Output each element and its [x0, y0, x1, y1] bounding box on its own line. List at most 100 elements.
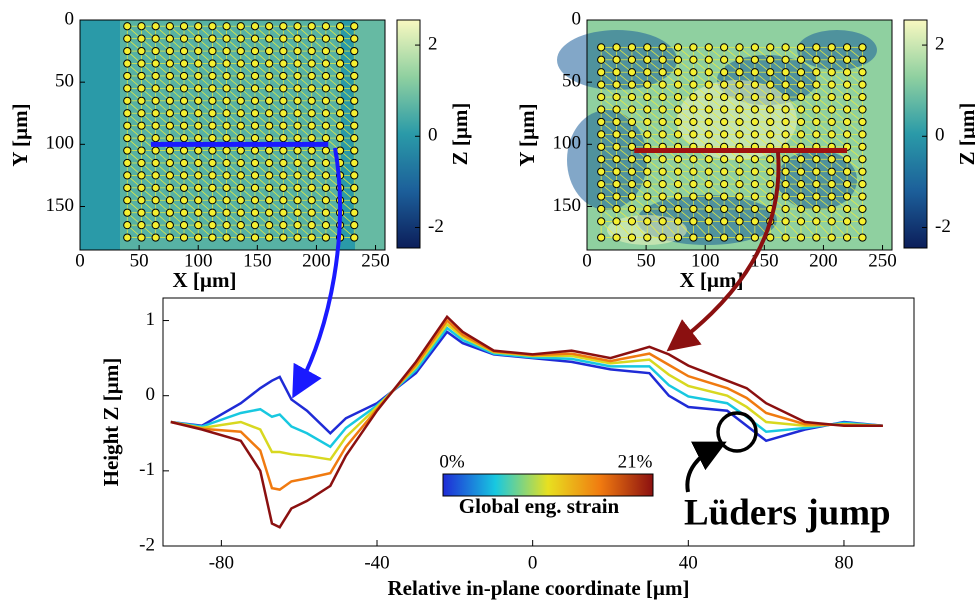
mesh-point [704, 55, 713, 64]
mesh-point [658, 180, 667, 189]
mesh-point [597, 117, 606, 127]
mesh-point [236, 183, 245, 192]
mesh-point [643, 80, 652, 89]
mesh-point [781, 233, 790, 242]
mesh-point [812, 167, 821, 176]
mesh-point [750, 55, 759, 64]
mesh-point [735, 68, 744, 77]
mesh-point [151, 221, 160, 230]
mesh-point [643, 117, 652, 127]
mesh-point [321, 208, 330, 217]
y-tick-label: 1 [146, 309, 156, 330]
mesh-point [704, 105, 713, 114]
mesh-point [627, 68, 637, 77]
mesh-point [179, 158, 189, 168]
mesh-point [279, 208, 288, 217]
mesh-point [279, 171, 288, 180]
mesh-point [735, 204, 744, 214]
mesh-point [658, 68, 667, 77]
mesh-point [750, 192, 759, 201]
mesh-point [612, 68, 621, 77]
mesh-point [250, 146, 260, 155]
mesh-point [796, 217, 806, 226]
mesh-point [151, 34, 160, 43]
mesh-point [673, 167, 683, 176]
mesh-point [307, 208, 316, 217]
mesh-point [612, 130, 621, 139]
mesh-point [165, 233, 174, 242]
mesh-point [750, 167, 759, 176]
mesh-point [250, 84, 260, 93]
mesh-point [250, 59, 260, 68]
mesh-point [658, 55, 667, 64]
mesh-point [265, 196, 274, 205]
mesh-point [796, 68, 806, 77]
mesh-point [137, 71, 146, 81]
mesh-point [612, 43, 621, 52]
mesh-point [151, 96, 160, 105]
mesh-point [250, 96, 260, 105]
mesh-point [151, 134, 160, 143]
plot-frame [162, 297, 915, 547]
mesh-point [673, 43, 683, 52]
mesh-point [689, 233, 698, 242]
mesh-point [766, 180, 775, 189]
x-axis-label: Relative in-plane coordinate [µm] [388, 576, 690, 600]
mesh-point [123, 121, 132, 130]
mesh-point [321, 34, 330, 43]
mesh-point [350, 121, 359, 130]
mesh-point [151, 158, 160, 168]
y-axis-label: Height Z [µm] [99, 358, 123, 487]
mesh-point [222, 46, 231, 56]
mesh-point [781, 105, 790, 114]
mesh-point [827, 217, 836, 226]
mesh-point [627, 204, 637, 214]
mesh-point [179, 71, 189, 81]
mesh-point [766, 233, 775, 242]
mesh-point [307, 121, 316, 130]
mesh-point [673, 180, 683, 189]
mesh-point [750, 117, 759, 127]
mesh-point [321, 59, 330, 68]
x-tick-label: 80 [834, 552, 853, 573]
mesh-point [627, 233, 637, 242]
mesh-point [321, 183, 330, 192]
mesh-point [307, 233, 316, 242]
mesh-point [137, 46, 146, 56]
y-tick-label: 50 [562, 71, 581, 92]
mesh-point [643, 68, 652, 77]
mesh-point [720, 68, 729, 77]
mesh-point [658, 192, 667, 201]
mesh-point [236, 109, 245, 118]
mesh-point [827, 92, 836, 102]
mesh-point [307, 84, 316, 93]
mesh-point [627, 92, 637, 102]
colorbar [903, 19, 928, 249]
mesh-point [735, 180, 744, 189]
mesh-point [597, 204, 606, 214]
mesh-point [165, 146, 174, 155]
mesh-point [781, 80, 790, 89]
mesh-point [307, 96, 316, 105]
mesh-point [293, 59, 302, 68]
mesh-point [812, 155, 821, 164]
mesh-point [194, 121, 203, 130]
mesh-point [335, 22, 345, 31]
mesh-point [123, 146, 132, 155]
mesh-point [704, 130, 713, 139]
mesh-point [350, 196, 359, 205]
mesh-point [179, 183, 189, 192]
mesh-point [293, 84, 302, 93]
mesh-point [123, 59, 132, 68]
mesh-point [179, 208, 189, 217]
mesh-point [781, 55, 790, 64]
mesh-point [335, 96, 345, 105]
y-axis-label: Y [µm] [515, 103, 539, 166]
mesh-point [265, 183, 274, 192]
mesh-point [279, 84, 288, 93]
mesh-point [735, 43, 744, 52]
mesh-point [321, 46, 330, 56]
mesh-point [222, 109, 231, 118]
mesh-point [689, 43, 698, 52]
mesh-point [151, 196, 160, 205]
